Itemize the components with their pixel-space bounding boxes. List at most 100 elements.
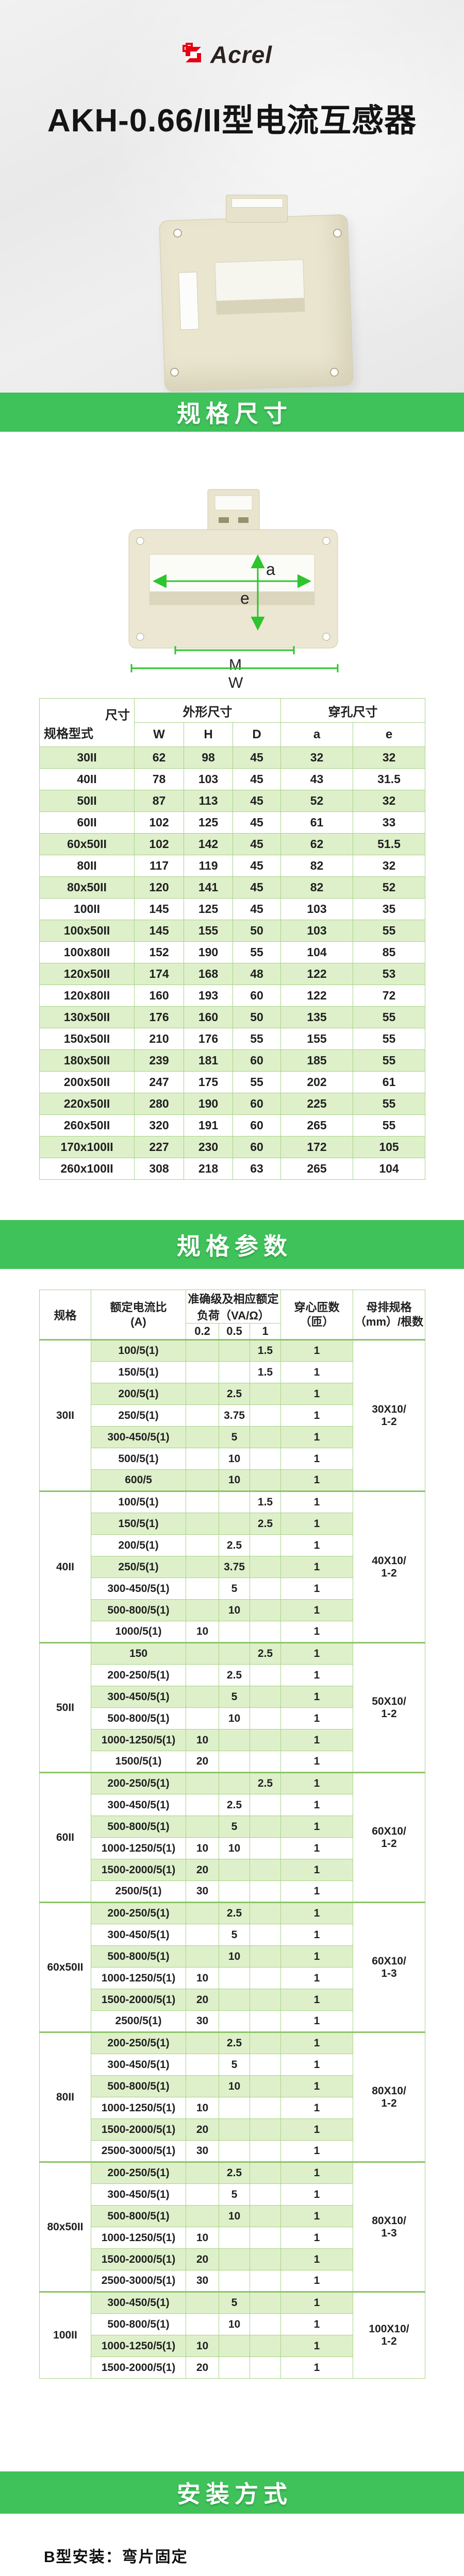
param-col-1: 1 xyxy=(249,1323,281,1340)
param-busbar-cell: 80X10/1-2 xyxy=(353,2031,426,2162)
param-table-row: 150/5(1) 2.5 1 xyxy=(40,1513,425,1535)
dim-header-spec: 规格型式 xyxy=(44,727,93,741)
banner-parameters-text: 规格参数 xyxy=(177,1232,292,1260)
acrel-logo-icon xyxy=(179,41,205,69)
param-table-row: 2500-3000/5(1) 30 1 xyxy=(40,2140,425,2162)
param-table-row: 1500-2000/5(1) 20 1 xyxy=(40,1859,425,1881)
screw-icon xyxy=(330,368,339,377)
dim-table-row: 60x50II 102 142 45 62 51.5 xyxy=(39,833,426,855)
banner-dimensions: 规格尺寸 xyxy=(0,393,464,432)
param-header-ratio: 额定电流比 (A) xyxy=(91,1290,186,1340)
param-busbar-cell: 60X10/1-3 xyxy=(353,1902,426,2032)
param-table-row: 250/5(1) 3.75 1 xyxy=(40,1404,425,1427)
param-table-row: 1500-2000/5(1) 20 1 xyxy=(40,2119,425,2141)
dimension-table: 尺寸 规格型式 外形尺寸 穿孔尺寸 W H D a e 30II 62 98 45 32… xyxy=(39,698,426,1180)
param-table-row: 1000-1250/5(1) 10 1 xyxy=(40,2097,425,2119)
dim-table-row: 60II 102 125 45 61 33 xyxy=(39,811,426,834)
param-busbar-cell: 30X10/1-2 xyxy=(353,1339,426,1492)
param-table-row: 200-250/5(1) 2.5 1 xyxy=(40,1664,425,1686)
param-table-row: 300-450/5(1) 5 1 xyxy=(40,1426,425,1448)
banner-installation: 安装方式 xyxy=(0,2471,464,2514)
param-table-row: 60x50II 200-250/5(1) 2.5 1 60X10/1-3 xyxy=(39,1902,426,2032)
param-table-row: 1000-1250/5(1) 10 1 xyxy=(40,2335,425,2357)
param-table-row: 300-450/5(1) 5 1 xyxy=(40,1924,425,1946)
param-spec-cell: 80x50II xyxy=(39,2161,91,2292)
param-table-row: 1000-1250/5(1) 10 10 1 xyxy=(40,1837,425,1859)
dim-col-a: a xyxy=(280,722,354,747)
product-photo-window xyxy=(214,259,305,315)
screw-icon xyxy=(170,368,179,377)
product-photo-terminal xyxy=(226,195,288,223)
banner-dimensions-text: 规格尺寸 xyxy=(177,400,292,427)
param-table-row: 80x50II 200-250/5(1) 2.5 1 80X10/1-3 xyxy=(39,2161,426,2292)
banner-parameters: 规格参数 xyxy=(0,1220,464,1269)
param-header-busbar: 母排规格 （mm）/根数 xyxy=(353,1290,426,1340)
dim-table-row: 260x50II 320 191 60 265 55 xyxy=(39,1114,426,1137)
dim-table-row: 130x50II 176 160 50 135 55 xyxy=(39,1006,426,1028)
param-spec-cell: 60II xyxy=(39,1772,91,1903)
param-table-row: 500-800/5(1) 10 1 xyxy=(40,2205,425,2227)
param-table-row: 1500/5(1) 20 1 xyxy=(40,1751,425,1773)
dim-table-row: 30II 62 98 45 32 32 xyxy=(39,747,426,769)
parameter-table: 规格 额定电流比 (A) 准确级及相应额定负荷（VA/Ω） 穿心匝数 （匝） 母… xyxy=(39,1290,426,2379)
page-title: AKH-0.66/II型电流互感器 xyxy=(47,103,417,139)
param-table-row: 500-800/5(1) 10 1 xyxy=(40,1599,425,1621)
product-photo-label-sticker xyxy=(178,272,199,330)
dim-table-row: 120x80II 160 193 60 122 72 xyxy=(39,985,426,1007)
param-table-row: 30II 100/5(1) 1.5 1 30X10/1-2 xyxy=(39,1339,426,1492)
param-table-row: 100II 300-450/5(1) 5 1 100X10/1-2 xyxy=(39,2291,426,2379)
param-table-row: 1500-2000/5(1) 20 1 xyxy=(40,2248,425,2270)
dim-table-row: 260x100II 308 218 63 265 104 xyxy=(39,1158,426,1180)
dim-table-row: 220x50II 280 190 60 225 55 xyxy=(39,1093,426,1115)
dim-table-row: 100x50II 145 155 50 103 55 xyxy=(39,920,426,942)
dim-col-d: D xyxy=(232,722,281,747)
param-busbar-cell: 80X10/1-3 xyxy=(353,2161,426,2292)
param-table-row: 500-800/5(1) 10 1 xyxy=(40,2075,425,2097)
dim-table-row: 150x50II 210 176 55 155 55 xyxy=(39,1028,426,1050)
param-table-row: 200/5(1) 2.5 1 xyxy=(40,1383,425,1405)
param-spec-cell: 50II xyxy=(39,1642,91,1773)
param-table-row: 600/5 10 1 xyxy=(40,1469,425,1492)
dim-header-size: 尺寸 xyxy=(105,708,130,722)
dim-table-row: 50II 87 113 45 52 32 xyxy=(39,790,426,812)
param-spec-cell: 60x50II xyxy=(39,1902,91,2032)
dim-col-h: H xyxy=(184,722,233,747)
param-table-row: 500-800/5(1) 10 1 xyxy=(40,2313,425,2335)
param-table-row: 500-800/5(1) 10 1 xyxy=(40,1707,425,1730)
param-spec-cell: 40II xyxy=(39,1490,91,1643)
dimension-diagram: a e M W xyxy=(128,489,339,691)
acrel-logo-text: Acrel xyxy=(210,41,273,68)
param-table-row: 250/5(1) 3.75 1 xyxy=(40,1556,425,1578)
param-table-row: 200/5(1) 2.5 1 xyxy=(40,1534,425,1556)
dim-label-a: a xyxy=(266,560,275,579)
dim-label-e: e xyxy=(240,589,250,607)
param-table-row: 300-450/5(1) 5 1 xyxy=(40,1686,425,1708)
param-table-row: 80II 200-250/5(1) 2.5 1 80X10/1-2 xyxy=(39,2031,426,2162)
dim-header-outer: 外形尺寸 xyxy=(134,698,281,723)
acrel-logo: Acrel xyxy=(179,41,272,68)
param-table-row: 2500-3000/5(1) 30 1 xyxy=(40,2270,425,2292)
dim-col-w: W xyxy=(134,722,184,747)
dim-table-row: 170x100II 227 230 60 172 105 xyxy=(39,1136,426,1158)
install-b-title: B型安装：弯片固定 xyxy=(44,2549,188,2566)
dim-table-row: 100x80II 152 190 55 104 85 xyxy=(39,941,426,963)
param-table-row: 40II 100/5(1) 1.5 1 40X10/1-2 xyxy=(39,1490,426,1643)
screw-icon xyxy=(333,229,342,238)
dim-table-row: 100II 145 125 45 103 35 xyxy=(39,898,426,920)
param-spec-cell: 100II xyxy=(39,2291,91,2379)
param-table-row: 2500/5(1) 30 1 xyxy=(40,1880,425,1903)
param-busbar-cell: 100X10/1-2 xyxy=(353,2291,426,2379)
param-table-row: 500/5(1) 10 1 xyxy=(40,1448,425,1470)
dim-header-corner: 尺寸 规格型式 xyxy=(39,698,135,747)
dim-table-row: 120x50II 174 168 48 122 53 xyxy=(39,963,426,985)
dim-table-row: 40II 78 103 45 43 31.5 xyxy=(39,768,426,790)
param-table-row: 500-800/5(1) 10 1 xyxy=(40,1945,425,1968)
dim-col-e: e xyxy=(353,722,426,747)
param-header-accuracy: 准确级及相应额定负荷（VA/Ω） xyxy=(185,1290,281,1324)
param-col-05: 0.5 xyxy=(219,1323,250,1340)
param-table-row: 300-450/5(1) 2.5 1 xyxy=(40,1794,425,1816)
param-busbar-cell: 60X10/1-2 xyxy=(353,1772,426,1903)
param-table-body: 30II 100/5(1) 1.5 1 30X10/1-2 150/5(1) 1.5 1 200… xyxy=(39,1339,426,2379)
banner-installation-text: 安装方式 xyxy=(177,2481,292,2507)
